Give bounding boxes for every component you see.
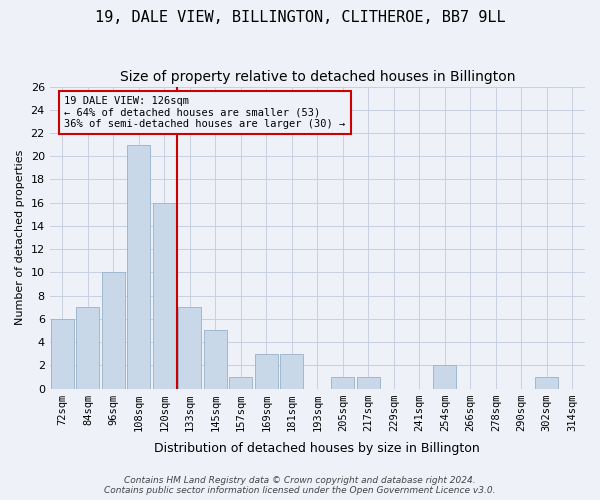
Text: Contains HM Land Registry data © Crown copyright and database right 2024.
Contai: Contains HM Land Registry data © Crown c… xyxy=(104,476,496,495)
Bar xyxy=(280,354,304,388)
Text: 19 DALE VIEW: 126sqm
← 64% of detached houses are smaller (53)
36% of semi-detac: 19 DALE VIEW: 126sqm ← 64% of detached h… xyxy=(64,96,346,129)
Bar xyxy=(178,307,202,388)
Title: Size of property relative to detached houses in Billington: Size of property relative to detached ho… xyxy=(119,70,515,84)
Bar xyxy=(255,354,278,388)
Bar xyxy=(535,377,558,388)
Bar xyxy=(204,330,227,388)
Bar xyxy=(51,319,74,388)
Bar xyxy=(127,144,151,388)
Bar xyxy=(331,377,354,388)
Bar xyxy=(229,377,253,388)
Bar xyxy=(76,307,100,388)
Text: 19, DALE VIEW, BILLINGTON, CLITHEROE, BB7 9LL: 19, DALE VIEW, BILLINGTON, CLITHEROE, BB… xyxy=(95,10,505,25)
Y-axis label: Number of detached properties: Number of detached properties xyxy=(15,150,25,325)
Bar xyxy=(153,202,176,388)
Bar xyxy=(433,366,456,388)
X-axis label: Distribution of detached houses by size in Billington: Distribution of detached houses by size … xyxy=(154,442,480,455)
Bar xyxy=(102,272,125,388)
Bar xyxy=(357,377,380,388)
